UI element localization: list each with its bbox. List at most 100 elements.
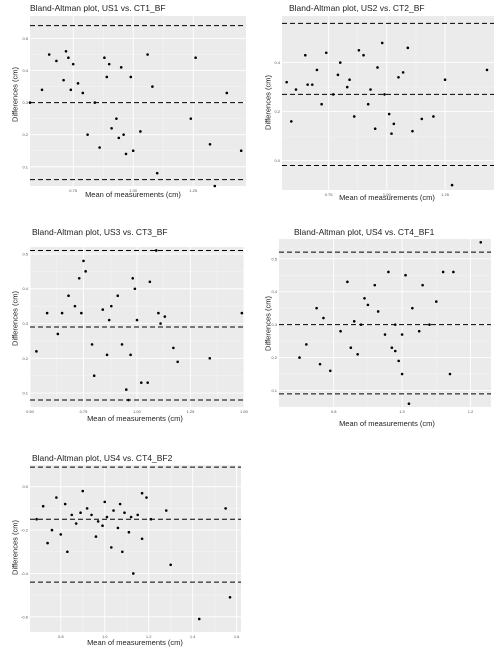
data-point (62, 78, 65, 82)
y-tick-label: 0.0 (274, 158, 280, 163)
data-point (411, 306, 414, 310)
data-point (348, 78, 351, 82)
data-point (96, 520, 100, 523)
data-point (380, 41, 384, 45)
y-tick-label: 0.4 (271, 289, 277, 294)
data-point (310, 83, 314, 86)
data-point (92, 374, 96, 377)
data-point (133, 287, 137, 291)
data-point (80, 311, 83, 315)
data-point (125, 388, 128, 391)
data-point (116, 294, 120, 297)
data-point (194, 56, 197, 59)
data-point (443, 78, 447, 82)
data-point (328, 369, 332, 373)
data-point (73, 304, 77, 308)
data-point (35, 517, 38, 521)
data-point (421, 283, 424, 287)
chart-1-canvas: 0.75 1.00 1.25 0.1 0.2 0.3 0.4 0.5 (22, 16, 246, 193)
data-point (93, 101, 97, 104)
data-point (387, 112, 391, 116)
data-point (397, 75, 400, 79)
data-point (428, 323, 431, 326)
data-point (131, 277, 135, 280)
x-tick-label: 0.8 (331, 409, 337, 414)
data-point (148, 280, 152, 284)
data-point (66, 550, 69, 554)
data-point (98, 146, 101, 149)
panel-background (30, 465, 241, 632)
data-point (441, 270, 445, 274)
data-point (81, 91, 85, 95)
data-point (417, 329, 421, 333)
chart-5-ylabel: Differences (cm) (10, 520, 20, 575)
y-tick-label: 0.2 (22, 356, 28, 361)
data-point (127, 530, 131, 534)
y-tick-label: 0.2 (22, 132, 28, 137)
chart-5-xlabel: Mean of measurements (cm) (87, 638, 183, 647)
data-point (154, 249, 158, 252)
data-point (112, 509, 115, 512)
x-tick-label: 1.2 (146, 634, 152, 639)
data-point (298, 356, 301, 359)
chart-1-xlabel: Mean of measurements (cm) (85, 190, 181, 199)
chart-4-title: Bland-Altman plot, US4 vs. CT4_BF1 (294, 227, 435, 237)
data-point (146, 53, 149, 56)
data-point (105, 75, 109, 79)
y-tick-label: 0.4 (22, 68, 28, 73)
data-point (318, 362, 322, 366)
data-point (324, 51, 328, 55)
data-point (90, 513, 93, 517)
data-point (404, 273, 407, 277)
data-point (46, 541, 49, 545)
data-point (107, 62, 111, 66)
data-point (110, 546, 113, 549)
y-tick-label: -0.6 (21, 614, 29, 619)
x-tick-label: 0.50 (26, 409, 35, 414)
data-point (82, 259, 85, 263)
data-point (338, 61, 342, 64)
x-tick-label: 1.0 (102, 634, 108, 639)
x-tick-label: 1.25 (441, 192, 450, 197)
data-point (119, 66, 123, 69)
data-point (434, 300, 438, 303)
data-point (118, 502, 122, 506)
data-point (132, 572, 135, 575)
data-point (55, 59, 58, 63)
chart-3-ylabel: Differences (cm) (10, 291, 20, 346)
x-tick-label: 1.2 (468, 409, 474, 414)
data-point (397, 359, 400, 363)
data-point (74, 522, 78, 525)
x-tick-label: 1.50 (240, 409, 249, 414)
data-point (131, 149, 135, 153)
y-tick-label: 0.1 (22, 164, 28, 169)
data-point (45, 311, 49, 315)
data-point (139, 130, 142, 133)
data-point (90, 343, 94, 346)
x-tick-label: 0.75 (325, 192, 334, 197)
data-point (146, 381, 149, 384)
chart-4: 0.8 1.0 1.2 0.1 0.2 0.3 0.4 0.5 Bland-Altman pl… (252, 222, 500, 432)
data-point (47, 53, 51, 56)
data-point (366, 102, 370, 106)
data-point (107, 318, 111, 322)
data-point (110, 304, 113, 308)
y-tick-label: 0.5 (22, 251, 28, 256)
x-tick-label: 0.75 (80, 409, 89, 414)
data-point (420, 117, 424, 121)
data-point (366, 303, 370, 307)
chart-3: 0.50 0.75 1.00 1.25 1.50 0.1 0.2 0.3 0.4 0.5 Blan… (0, 222, 250, 432)
data-point (155, 171, 159, 175)
chart-1-title: Bland-Altman plot, US1 vs. CT1_BF (30, 3, 166, 13)
data-point (124, 152, 128, 156)
data-point (41, 504, 45, 508)
y-tick-label: 0.1 (271, 388, 277, 393)
data-point (56, 332, 60, 336)
chart-4-ylabel: Differences (cm) (263, 296, 273, 351)
chart-3-canvas: 0.50 0.75 1.00 1.25 1.50 0.1 0.2 0.3 0.4 0.5 (22, 247, 249, 414)
panel-background (279, 239, 491, 407)
data-point (103, 56, 106, 59)
chart-3-xlabel: Mean of measurements (cm) (87, 414, 183, 423)
x-tick-label: 1.00 (383, 192, 392, 197)
data-point (103, 500, 107, 504)
